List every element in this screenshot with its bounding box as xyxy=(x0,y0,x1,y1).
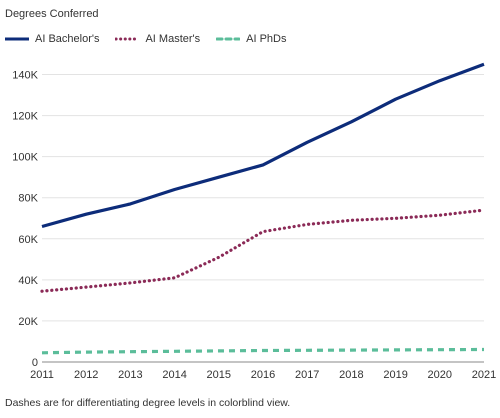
x-tick-label-2: 2013 xyxy=(118,369,142,381)
x-tick-label-0: 2011 xyxy=(30,369,54,381)
legend-swatch-phds xyxy=(216,37,241,41)
series-line-2 xyxy=(41,347,485,355)
legend: AI Bachelor's AI Master's AI PhDs xyxy=(5,33,303,45)
legend-item-phds: AI PhDs xyxy=(216,33,287,45)
series-line-0 xyxy=(41,62,485,229)
legend-item-bachelors: AI Bachelor's xyxy=(5,33,99,45)
legend-item-masters: AI Master's xyxy=(115,33,200,45)
x-tick-label-6: 2017 xyxy=(295,369,319,381)
y-tick-label-5: 100K xyxy=(12,152,38,164)
x-tick-label-3: 2014 xyxy=(162,369,186,381)
y-tick-label-2: 40K xyxy=(18,275,38,287)
y-tick-label-1: 20K xyxy=(18,316,38,328)
legend-swatch-bachelors xyxy=(5,37,29,41)
x-tick-label-4: 2015 xyxy=(207,369,231,381)
legend-label-bachelors: AI Bachelor's xyxy=(35,33,100,45)
y-tick-label-7: 140K xyxy=(12,70,38,82)
y-tick-label-6: 120K xyxy=(12,111,38,123)
x-tick-label-10: 2021 xyxy=(472,369,496,381)
x-tick-label-8: 2019 xyxy=(383,369,407,381)
y-tick-label-3: 60K xyxy=(18,234,38,246)
chart-title: Degrees Conferred xyxy=(5,8,99,20)
x-tick-label-7: 2018 xyxy=(339,369,363,381)
x-tick-label-5: 2016 xyxy=(251,369,275,381)
x-tick-label-9: 2020 xyxy=(428,369,452,381)
series-line-1 xyxy=(40,208,486,293)
legend-label-masters: AI Master's xyxy=(145,33,201,45)
legend-swatch-masters xyxy=(115,37,140,41)
x-tick-label-1: 2012 xyxy=(74,369,98,381)
y-tick-label-4: 80K xyxy=(18,193,38,205)
y-tick-label-0: 0 xyxy=(32,357,38,369)
legend-label-phds: AI PhDs xyxy=(246,33,287,45)
footnote: Dashes are for differentiating degree le… xyxy=(5,397,291,409)
